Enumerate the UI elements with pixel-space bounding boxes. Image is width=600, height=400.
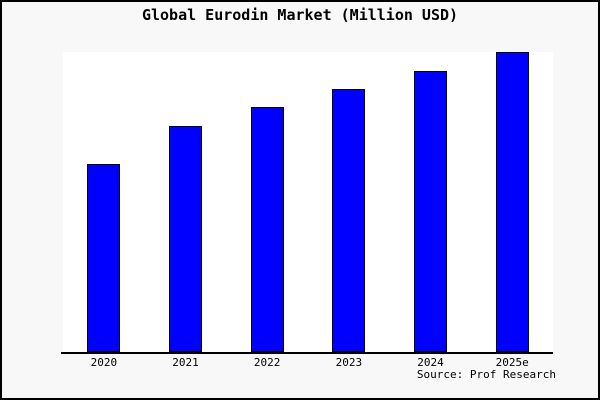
bar-2025e [495, 52, 529, 352]
x-tick-label-2025e: 2025e [495, 356, 529, 369]
plot-area [63, 52, 553, 352]
x-tick-label-2021: 2021 [172, 356, 199, 369]
x-tick-label-2022: 2022 [253, 356, 281, 369]
bar-2022 [250, 106, 284, 352]
bar-2024 [414, 70, 447, 352]
x-tick-label-2024: 2024 [417, 356, 444, 369]
x-tick-label-2023: 2023 [335, 356, 363, 369]
x-axis-line [61, 352, 553, 354]
chart-title: Global Eurodin Market (Million USD) [141, 6, 459, 24]
bar-2021 [169, 126, 202, 352]
bar-2023 [332, 88, 366, 352]
bar-2020 [87, 163, 121, 352]
x-tick-label-2020: 2020 [90, 356, 118, 369]
source-note: Source: Prof Research [416, 368, 556, 381]
